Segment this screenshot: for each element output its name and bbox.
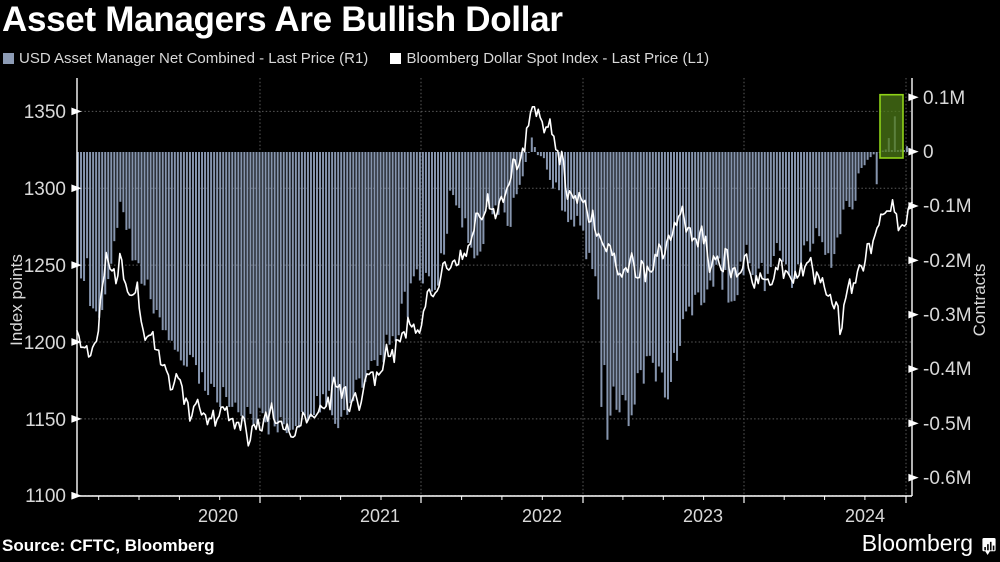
svg-text:2024: 2024 (845, 506, 885, 526)
svg-text:1300: 1300 (24, 179, 66, 200)
svg-text:-0.5M: -0.5M (923, 414, 972, 435)
svg-text:1150: 1150 (25, 410, 66, 431)
svg-text:2022: 2022 (522, 506, 562, 526)
svg-text:0: 0 (923, 142, 934, 163)
svg-text:0.1M: 0.1M (923, 88, 965, 109)
svg-text:Contracts: Contracts (970, 264, 989, 337)
svg-text:-0.6M: -0.6M (923, 468, 972, 489)
svg-text:-0.4M: -0.4M (923, 359, 972, 380)
svg-text:-0.3M: -0.3M (923, 305, 972, 326)
svg-text:-0.1M: -0.1M (923, 196, 972, 217)
svg-text:2020: 2020 (198, 506, 238, 526)
svg-text:Index points: Index points (7, 254, 26, 346)
svg-text:1250: 1250 (24, 256, 66, 277)
svg-text:1350: 1350 (24, 102, 66, 123)
svg-text:-0.2M: -0.2M (923, 251, 972, 272)
svg-text:1100: 1100 (25, 486, 66, 507)
svg-text:2023: 2023 (683, 506, 723, 526)
svg-text:2021: 2021 (360, 506, 400, 526)
svg-text:1200: 1200 (24, 333, 66, 354)
